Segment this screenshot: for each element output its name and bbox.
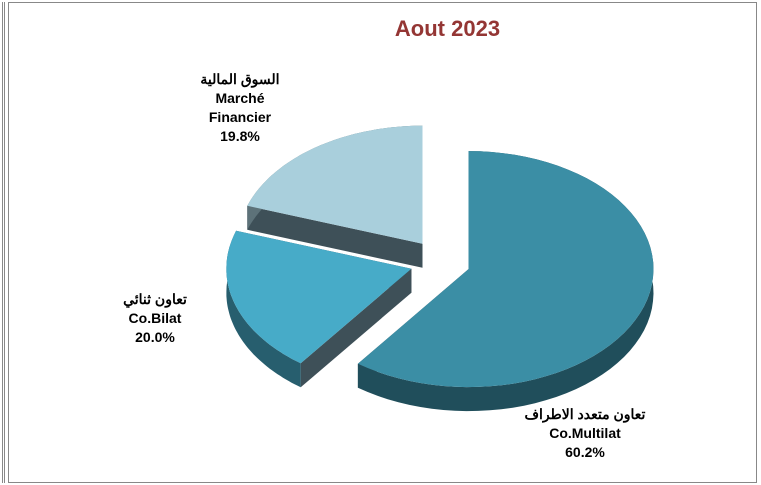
- label-line: Marché Financier: [208, 90, 272, 125]
- slice-wall: [247, 205, 423, 268]
- label-line: تعاون متعدد الاطراف: [524, 406, 646, 422]
- slice: [247, 125, 423, 268]
- value-label: 60.2%: [565, 444, 605, 460]
- label-line: تعاون ثنائي: [123, 291, 187, 307]
- slice-top: [357, 151, 654, 388]
- slice-wall: [300, 268, 412, 388]
- slice: [226, 230, 412, 388]
- slice-top: [226, 230, 412, 364]
- value-label: 19.8%: [220, 128, 260, 144]
- slice: [357, 151, 654, 412]
- frame-edge: [2, 2, 5, 483]
- label-line: السوق المالية: [200, 71, 280, 87]
- frame: [8, 2, 757, 483]
- label-line: Co.Bilat: [128, 310, 182, 326]
- value-label: 20.0%: [135, 329, 175, 345]
- slice-label: تعاون متعدد الاطراف Co.Multilat 60.2%: [515, 405, 655, 462]
- label-line: Co.Multilat: [549, 425, 621, 441]
- slice-label: تعاون ثنائي Co.Bilat 20.0%: [95, 290, 215, 347]
- chart-title: Aout 2023: [394, 16, 501, 41]
- slice-top: [247, 125, 423, 244]
- slice-side: [357, 151, 654, 412]
- slice-label: السوق المالية Marché Financier 19.8%: [180, 70, 300, 146]
